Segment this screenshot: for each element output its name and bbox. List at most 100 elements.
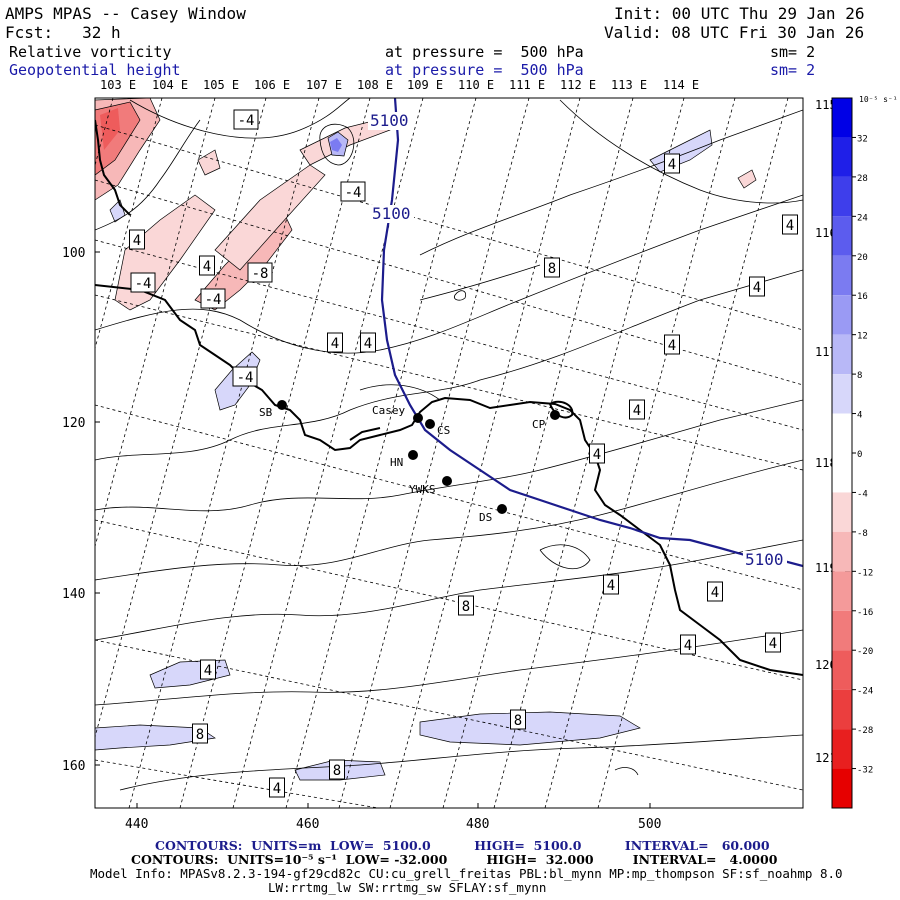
footer-vort-contours: CONTOURS: UNITS=10⁻⁵ s⁻¹ LOW= -32.000 HI… (131, 852, 778, 867)
x-axis-label: 440 (125, 817, 148, 832)
vorticity-contour-label: 4 (273, 781, 281, 797)
y-axis-label: 140 (62, 587, 85, 602)
vorticity-contour-label: 4 (607, 578, 615, 594)
colorbar-swatch (832, 689, 852, 730)
colorbar-level: 16 (857, 292, 868, 302)
top-lon-label: 104 E (152, 78, 188, 92)
vorticity-contour-label: 4 (668, 157, 676, 173)
footer-model-info: Model Info: MPASv8.2.3-194-gf29cd82c CU:… (90, 866, 843, 881)
colorbar-swatch (832, 98, 852, 138)
vorticity-contour-label: 8 (462, 599, 470, 615)
station-label: YWKS (409, 483, 436, 496)
vorticity-contour-labels: -4 -4 4 -4 4 -4 -8 -4 4 4 8 4 4 4 4 4 4 4 8 4 4 4 4 8 8 8 4 (129, 109, 798, 798)
top-lon-label: 114 E (663, 78, 699, 92)
vorticity-contour-label: 8 (548, 261, 556, 277)
vorticity-contour-label: 4 (711, 585, 719, 601)
vorticity-contour-label: -4 (238, 113, 255, 129)
x-axis-label: 480 (466, 817, 489, 832)
valid-time: Valid: 08 UTC Fri 30 Jan 26 (604, 23, 865, 42)
station-label: HN (390, 456, 403, 469)
top-lon-label: 107 E (306, 78, 342, 92)
colorbar-level: -24 (857, 687, 873, 697)
vorticity-contour-label: -4 (237, 370, 254, 386)
station-label: DS (479, 511, 492, 524)
top-lon-label: 113 E (611, 78, 647, 92)
colorbar-level: 0 (857, 450, 862, 460)
station-label: CS (437, 424, 450, 437)
colorbar-swatch (832, 176, 852, 217)
station-dot (550, 410, 560, 420)
colorbar-level: -4 (857, 489, 868, 499)
colorbar-swatch (832, 216, 852, 256)
colorbar-swatch (832, 334, 852, 375)
colorbar-swatch (832, 571, 852, 611)
x-axis-label: 460 (296, 817, 319, 832)
colorbar-swatch (832, 295, 852, 335)
height-contour-label: 5100 (372, 204, 411, 223)
top-lon-label: 111 E (509, 78, 545, 92)
height-contour-label: 5100 (745, 550, 784, 569)
colorbar-swatch (832, 413, 852, 453)
colorbar-swatch (832, 255, 852, 296)
colorbar-swatch (832, 729, 852, 769)
station-label: SB (259, 406, 273, 419)
field2-smooth: sm= 2 (770, 61, 816, 79)
y-axis-labels: 100 120 140 160 (62, 246, 100, 774)
colorbar-level: -8 (857, 529, 868, 539)
colorbar-level: 8 (857, 371, 862, 381)
vorticity-contour-label: 8 (196, 727, 204, 743)
top-lon-label: 108 E (357, 78, 393, 92)
y-axis-label: 160 (62, 759, 85, 774)
vorticity-contour-label: 4 (203, 259, 211, 275)
vorticity-contour-label: 4 (786, 218, 794, 234)
top-lon-label: 106 E (254, 78, 290, 92)
station-label: Casey (372, 404, 405, 417)
colorbar-swatch (832, 137, 852, 177)
plot-frame (94, 97, 804, 809)
latitude-grid (95, 124, 803, 808)
colorbar-level: -32 (857, 766, 873, 776)
colorbar-swatch (832, 374, 852, 414)
vorticity-contour-label: 4 (633, 403, 641, 419)
colorbar-swatch (832, 650, 852, 690)
station-dot (413, 413, 423, 423)
colorbar-unit: 10⁻⁵ s⁻¹ (859, 95, 898, 104)
colorbar-level: -28 (857, 726, 873, 736)
top-lon-label: 105 E (203, 78, 239, 92)
vorticity-contour-label: 4 (668, 338, 676, 354)
station-dot (442, 476, 452, 486)
station-label: CP (532, 418, 546, 431)
vorticity-contour-label: -4 (205, 292, 222, 308)
vorticity-contour-label: 4 (204, 663, 212, 679)
vorticity-contour-label: -4 (345, 185, 362, 201)
top-lon-label: 103 E (100, 78, 136, 92)
colorbar-level: 4 (857, 411, 862, 421)
colorbar-level: -20 (857, 647, 873, 657)
x-axis-label: 500 (638, 817, 661, 832)
colorbar-swatch (832, 610, 852, 651)
colorbar-level: -16 (857, 608, 873, 618)
footer-model-info-2: LW:rrtmg_lw SW:rrtmg_sw SFLAY:sf_mynn (268, 880, 547, 895)
colorbar-level: 32 (857, 134, 868, 144)
vorticity-contour-label: 8 (514, 713, 522, 729)
vorticity-contour-label: -4 (135, 276, 152, 292)
vorticity-contour-label: 4 (684, 638, 692, 654)
forecast-hour: Fcst: 32 h (5, 23, 121, 42)
height-contour-5100 (380, 98, 803, 568)
colorbar: 10⁻⁵ s⁻¹ 32 28 24 20 16 12 8 4 0 -4 -8 -12 -16 -20 -24 -… (831, 95, 898, 809)
height-contour-labels: 5100 5100 5100 (368, 111, 787, 569)
vorticity-contour-label: 4 (133, 233, 141, 249)
y-axis-label: 100 (62, 246, 85, 261)
station-dot (425, 419, 435, 429)
footer-height-contours: CONTOURS: UNITS=m LOW= 5100.0 HIGH= 5100… (155, 838, 770, 853)
colorbar-level: -12 (857, 568, 873, 578)
vorticity-contour-label: 4 (593, 447, 601, 463)
field1-level: at pressure = 500 hPa (385, 43, 584, 61)
vorticity-contour-label: 4 (331, 336, 339, 352)
field1-name: Relative vorticity (9, 43, 172, 61)
station-dot (408, 450, 418, 460)
colorbar-swatch (832, 453, 852, 493)
colorbar-swatch (832, 492, 852, 532)
colorbar-swatch (832, 531, 852, 572)
top-lon-label: 110 E (458, 78, 494, 92)
